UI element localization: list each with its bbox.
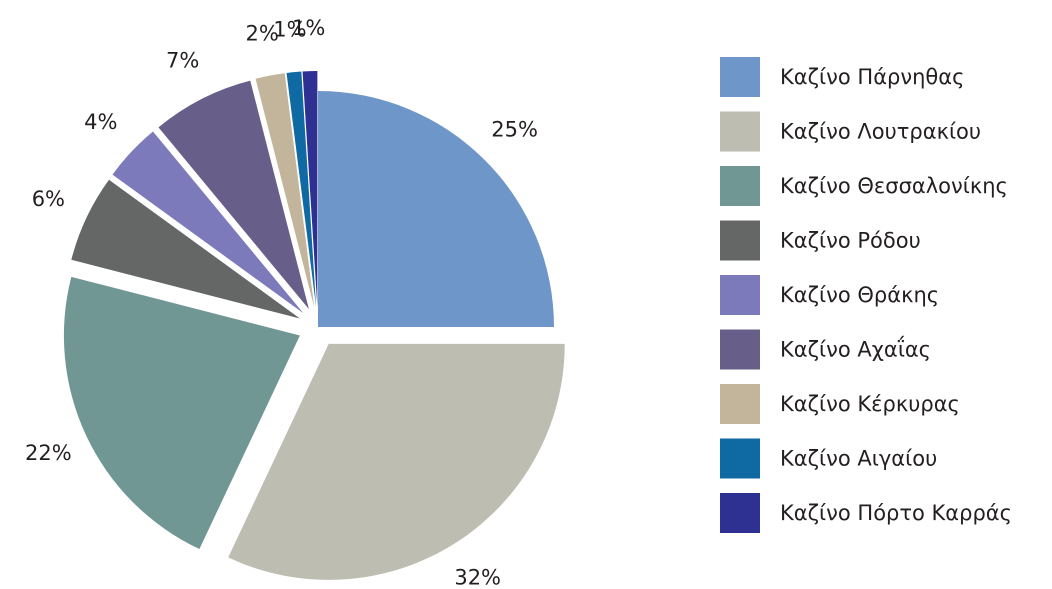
slice-label: 22% — [25, 441, 72, 465]
slice-label: 32% — [454, 566, 501, 589]
legend-label: Καζίνο Αχαΐας — [780, 336, 931, 362]
pie-slice — [158, 80, 309, 310]
legend-swatch — [720, 438, 760, 479]
pie-slice — [63, 276, 300, 550]
legend-label: Καζίνο Θεσσαλονίκης — [780, 174, 1008, 198]
pie-slice — [228, 343, 565, 580]
legend-label: Καζίνο Λουτρακίου — [780, 120, 981, 144]
pie-slice — [112, 131, 304, 314]
slice-label: 7% — [166, 48, 199, 72]
legend-swatch — [720, 275, 760, 315]
slice-label: 4% — [84, 110, 117, 134]
slice-label: 1% — [292, 16, 325, 40]
legend-label: Καζίνο Ρόδου — [780, 229, 921, 253]
legend-swatch — [720, 57, 760, 97]
legend-swatch — [720, 166, 760, 206]
legend-swatch — [720, 220, 760, 261]
pie-slice — [302, 71, 318, 308]
legend-label: Καζίνο Κέρκυρας — [780, 392, 960, 416]
legend-swatch — [720, 111, 760, 152]
pie-slice — [286, 71, 317, 308]
pie-slice — [255, 73, 315, 308]
slice-label: 25% — [491, 117, 538, 141]
legend-label: Καζίνο Πόρτο Καρράς — [780, 501, 1012, 525]
legend-label: Καζίνο Θράκης — [780, 283, 939, 307]
pie-slice — [318, 91, 554, 327]
slice-label: 2% — [245, 21, 278, 45]
legend-label: Καζίνο Πάρνηθας — [780, 65, 964, 89]
legend-swatch — [720, 384, 760, 424]
legend-swatch — [720, 329, 760, 370]
legend-label: Καζίνο Αιγαίου — [780, 447, 937, 471]
legend-swatch — [720, 493, 760, 533]
pie-slice — [71, 179, 300, 319]
slice-label: 1% — [273, 17, 306, 41]
slice-label: 6% — [32, 187, 65, 211]
